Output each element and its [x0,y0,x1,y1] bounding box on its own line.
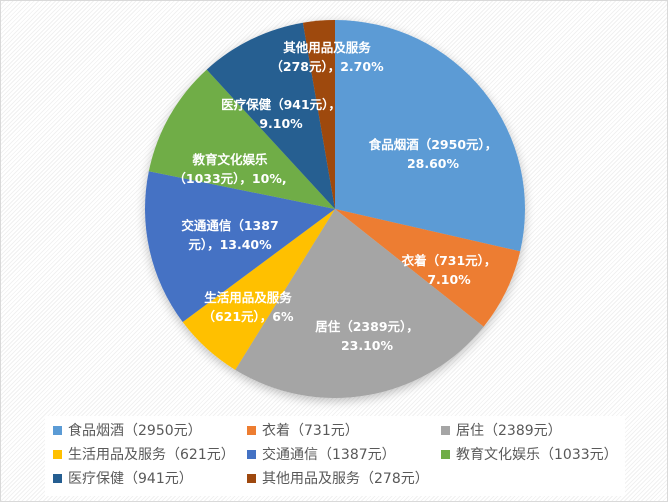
pie-slice-5 [148,69,335,209]
pie-slice-0 [335,20,526,252]
legend-item-transport: 交通通信（1387元） [247,444,396,464]
chart-legend: 食品烟酒（2950元） 衣着（731元） 居住（2389元） 生活用品及服务（6… [45,416,625,496]
pie-slice-1 [335,209,521,327]
legend-item-education: 教育文化娱乐（1033元） [441,444,618,464]
legend-item-medical: 医疗保健（941元） [53,468,193,488]
data-label-housing: 居住（2389元）， 23.10% [315,319,419,353]
data-label-clothing: 衣着（731元）， 7.10% [401,253,497,287]
pie-slice-3 [182,209,335,370]
pie-slice-4 [145,171,335,322]
legend-swatch-icon [53,449,62,459]
data-label-household: 生活用品及服务 （621元），6% [202,290,294,324]
pie-slices [145,19,526,398]
legend-item-household: 生活用品及服务（621元） [53,444,235,464]
legend-swatch-icon [247,449,256,459]
legend-swatch-icon [53,473,62,483]
legend-swatch-icon [247,425,256,435]
legend-item-housing: 居住（2389元） [441,420,562,440]
legend-item-other: 其他用品及服务（278元） [247,468,429,488]
data-label-transport: 交通通信（1387 元），13.40% [181,218,279,252]
pie-slice-6 [206,22,335,210]
pie-slice-2 [235,209,484,398]
data-label-food: 食品烟酒（2950元）， 28.60% [368,137,498,171]
legend-swatch-icon [441,449,450,459]
legend-swatch-icon [53,425,62,435]
data-label-other: 其他用品及服务 （278元），2.70% [270,40,384,74]
legend-item-food: 食品烟酒（2950元） [53,420,202,440]
legend-swatch-icon [441,425,450,435]
legend-swatch-icon [247,473,256,483]
data-label-education: 教育文化娱乐 （1033元），10%, [173,152,287,186]
data-label-medical: 医疗保健（941元）， 9.10% [221,97,341,131]
legend-item-clothing: 衣着（731元） [247,420,359,440]
pie-slice-7 [302,19,335,209]
